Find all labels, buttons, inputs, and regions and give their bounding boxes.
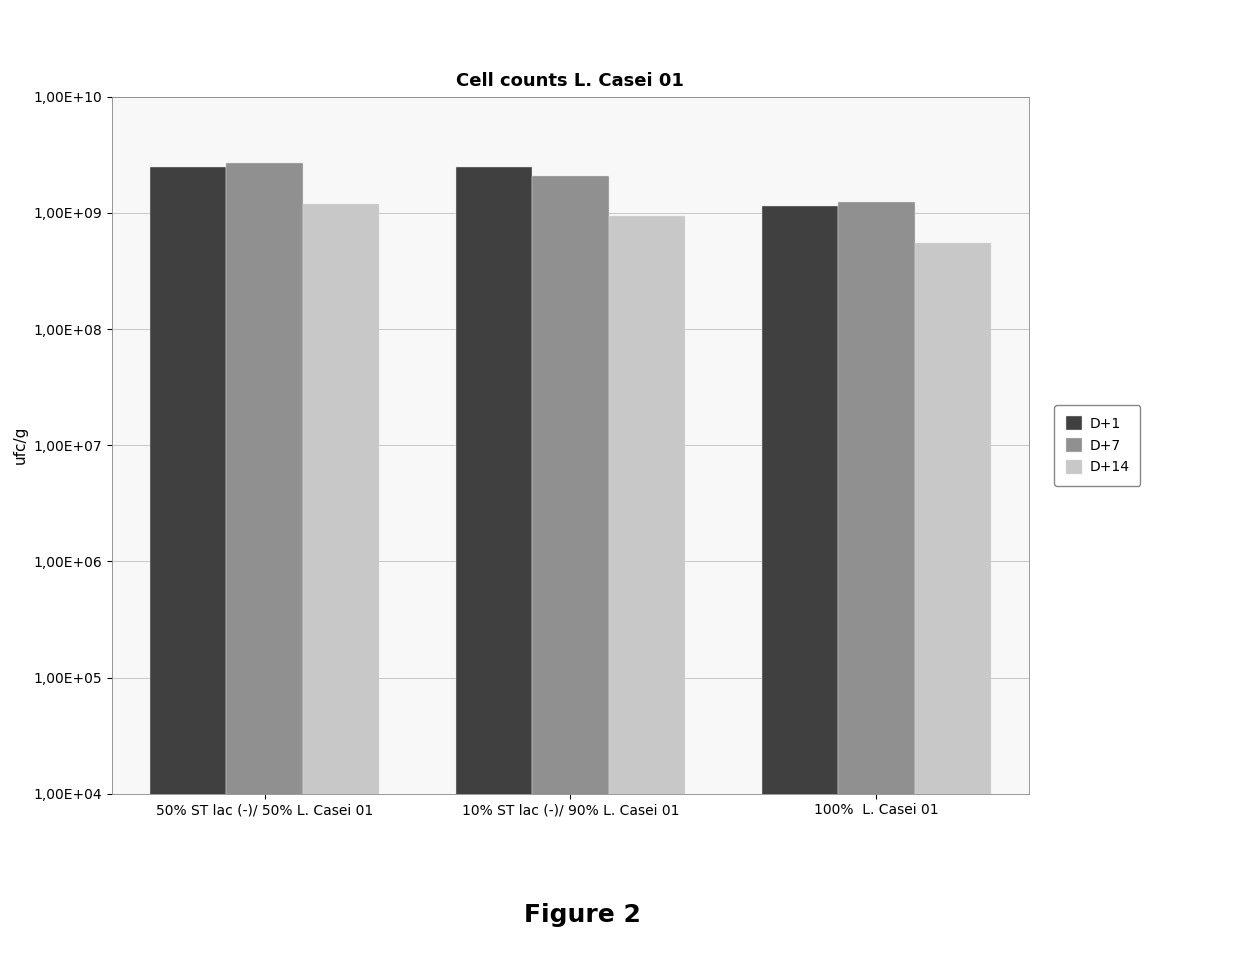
Bar — [532, 175, 609, 968]
Bar — [915, 243, 991, 968]
Bar — [456, 166, 532, 968]
Bar — [838, 201, 915, 968]
Y-axis label: ufc/g: ufc/g — [12, 426, 27, 465]
Legend: D+1, D+7, D+14: D+1, D+7, D+14 — [1054, 405, 1141, 486]
Bar — [761, 206, 838, 968]
Bar — [150, 166, 226, 968]
Text: Figure 2: Figure 2 — [525, 903, 641, 926]
Bar — [303, 203, 379, 968]
Bar — [609, 216, 684, 968]
Title: Cell counts L. Casei 01: Cell counts L. Casei 01 — [456, 72, 684, 90]
Bar — [226, 163, 303, 968]
